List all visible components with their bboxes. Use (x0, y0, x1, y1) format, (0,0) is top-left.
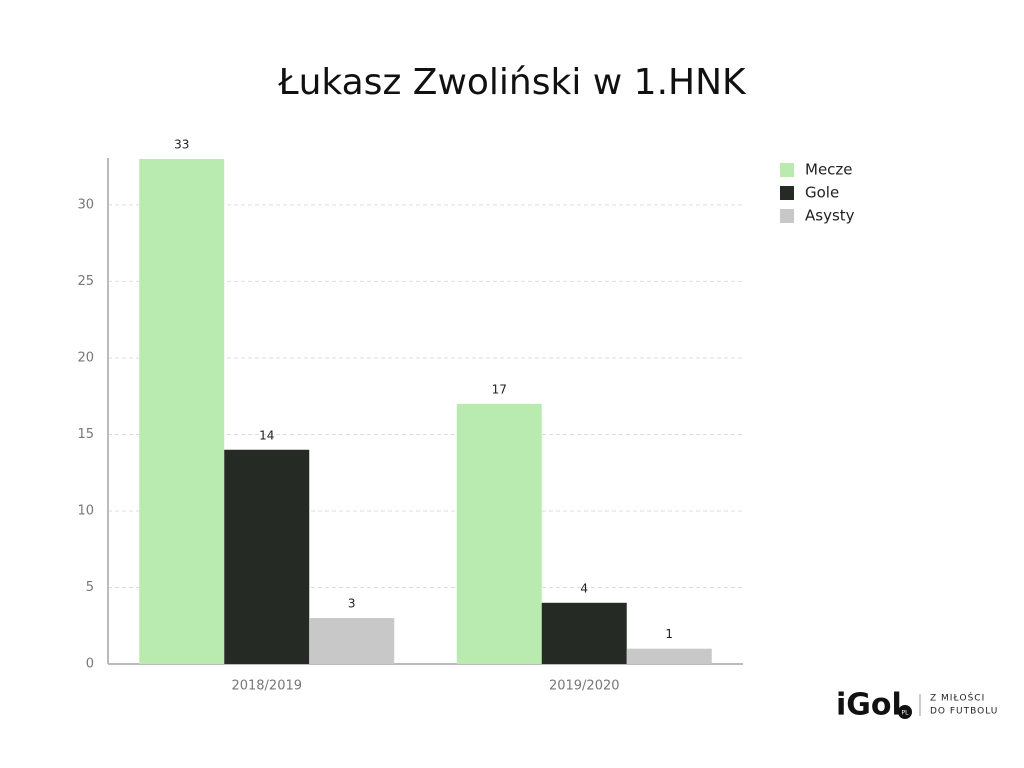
bar (541, 602, 627, 664)
legend-swatch (780, 186, 794, 200)
legend-label: Asysty (805, 207, 855, 225)
legend-swatch (780, 163, 794, 177)
chart-title: Łukasz Zwoliński w 1.HNK (277, 62, 747, 103)
y-tick-label: 15 (77, 427, 94, 442)
value-label: 17 (492, 382, 507, 396)
logo-tagline: Z MIŁOŚCI (930, 692, 985, 704)
legend-label: Gole (805, 184, 839, 202)
value-label: 3 (348, 597, 356, 611)
y-tick-label: 25 (77, 274, 94, 289)
value-label: 4 (580, 581, 588, 595)
logo-tagline: DO FUTBOLU (930, 707, 998, 717)
value-label: 33 (174, 138, 189, 152)
legend-label: Mecze (805, 161, 853, 179)
logo-badge: PL (902, 710, 910, 717)
bar (309, 618, 395, 664)
logo-name: iGol (836, 688, 902, 723)
x-tick-label: 2019/2020 (549, 679, 620, 694)
y-tick-label: 0 (86, 657, 94, 672)
legend-swatch (780, 209, 794, 223)
y-tick-label: 30 (77, 197, 94, 212)
value-label: 1 (665, 627, 673, 641)
bar (139, 159, 225, 664)
y-tick-label: 10 (77, 503, 94, 518)
y-tick-label: 5 (86, 580, 94, 595)
bar (626, 648, 712, 664)
value-label: 14 (259, 428, 274, 442)
bar (456, 403, 542, 664)
logo-badge-bg (898, 705, 912, 719)
y-tick-label: 20 (77, 350, 94, 365)
x-tick-label: 2018/2019 (231, 679, 302, 694)
bar (224, 449, 310, 664)
